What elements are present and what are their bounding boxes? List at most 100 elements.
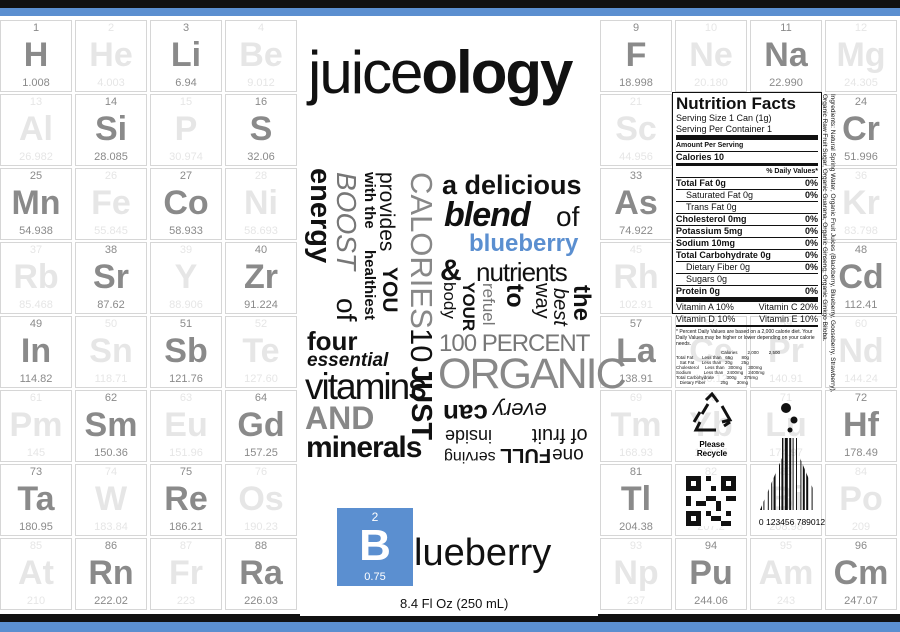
element-tile-mass: 157.25 (244, 447, 278, 459)
slogan-a-delicious: a delicious (442, 170, 582, 200)
element-tile-sym: Na (764, 36, 808, 74)
element-tile-mass: 226.03 (244, 595, 278, 607)
element-tile: 40 Zr 91.224 (225, 242, 297, 314)
element-tile-num: 81 (629, 466, 643, 478)
element-tile-num: 25 (29, 170, 43, 182)
element-tile-num: 52 (254, 318, 268, 330)
element-tile-num: 63 (179, 392, 193, 404)
element-tile: 60 Nd 144.24 (825, 316, 897, 388)
element-tile-sym: Ne (689, 36, 733, 74)
element-tile-num: 60 (854, 318, 868, 330)
element-tile-num: 16 (254, 96, 268, 108)
element-tile-num: 73 (29, 466, 43, 478)
element-tile-sym: Re (164, 480, 208, 518)
slogan-just: JUST (405, 366, 437, 441)
barcode-bar (806, 438, 809, 510)
element-tile-num: 36 (854, 170, 868, 182)
nutrition-title: Nutrition Facts (676, 94, 796, 113)
element-tile-sym: Mg (836, 36, 886, 74)
element-tile-num: 51 (179, 318, 193, 330)
daily-table-row: Total Carbohydrate 300g 375mg (676, 375, 758, 380)
element-tile-mass: 85.468 (19, 299, 53, 311)
element-tile: 86 Rn 222.02 (75, 538, 147, 610)
nutrient-row: Potassium 5mg 0% (676, 226, 818, 238)
element-tile: 49 In 114.82 (0, 316, 72, 388)
daily-table-row: Cholesterol Less than 300mg 300mg (676, 365, 763, 370)
element-tile: 88 Ra 226.03 (225, 538, 297, 610)
element-tile-num: 13 (29, 96, 43, 108)
element-tile-num: 3 (182, 22, 190, 34)
element-tile-num: 24 (854, 96, 868, 108)
element-tile-mass: 190.23 (244, 521, 278, 533)
element-tile-num: 9 (632, 22, 640, 34)
daily-table-row: Sat Fat Less than 20g 25g (676, 360, 749, 365)
nutrition-facts-panel: Nutrition Facts Serving Size 1 Can (1g) … (672, 92, 822, 385)
element-tile: 58 Ce 140.12 (675, 316, 747, 388)
element-tile: 69 Tm 168.93 (600, 390, 672, 462)
top-black-bar (0, 0, 900, 8)
nutrient-row: Trans Fat 0g (676, 202, 818, 214)
element-tile-num: 94 (704, 540, 718, 552)
vitamin-c: Vitamin C 20% (758, 302, 818, 312)
element-tile-num: 38 (104, 244, 118, 256)
element-tile-sym: Tl (620, 480, 652, 518)
slogan-inside: inside (445, 426, 493, 446)
barcode-bar (763, 438, 765, 510)
nutrient-row: Total Carbohydrate 0g 0% (676, 250, 818, 262)
element-tile-sym: Pm (9, 406, 63, 444)
slogan-organic: ORGANIC (438, 350, 627, 398)
element-tile-mass: 83.798 (844, 225, 878, 237)
slogan-four: four (307, 326, 358, 356)
element-tile-num: 85 (29, 540, 43, 552)
vitamin-d: Vitamin D 10% (676, 314, 736, 324)
nutrient-dv: 0% (804, 226, 818, 236)
element-tile-sym: Cr (842, 110, 880, 148)
element-tile: 84 Po 209 (825, 464, 897, 536)
element-tile: 51 Sb 121.76 (150, 316, 222, 388)
nutrient-label: Cholesterol 0mg (676, 214, 747, 224)
element-tile-mass: 150.36 (94, 447, 128, 459)
element-tile: 11 Na 22.990 (750, 20, 822, 92)
element-tile: 25 Mn 54.938 (0, 168, 72, 240)
element-tile-mass: 173.05 (694, 447, 728, 459)
element-tile-sym: Sb (164, 332, 208, 370)
nutrient-dv: 0% (804, 286, 818, 296)
slogan-of-vertical: of (331, 298, 362, 322)
bottom-blue-bar (0, 622, 900, 632)
element-tile-mass: 9.012 (247, 77, 275, 89)
element-tile-num: 57 (629, 318, 643, 330)
element-tile-num: 88 (254, 540, 268, 552)
slogan-the: the (568, 285, 595, 321)
element-tile: 15 P 30.974 (150, 94, 222, 166)
element-tile-sym: He (89, 36, 133, 74)
serving-size: Serving Size 1 Can (1g) (676, 113, 772, 123)
element-tile-sym: Be (239, 36, 283, 74)
element-tile-mass: 208.98 (769, 521, 803, 533)
element-tile-num: 82 (704, 466, 718, 478)
brand-logo-bold: ology (421, 39, 573, 106)
nutrient-row: Protein 0g 0% (676, 286, 818, 298)
slogan-best: best (549, 288, 571, 326)
element-tile: 4 Be 9.012 (225, 20, 297, 92)
element-tile-mass: 58.693 (244, 225, 278, 237)
element-tile-mass: 30.974 (169, 151, 203, 163)
element-tile-sym: Cm (833, 554, 889, 592)
element-tile-num: 28 (254, 170, 268, 182)
element-tile: 36 Kr 83.798 (825, 168, 897, 240)
element-tile-sym: Fr (169, 554, 203, 592)
element-tile-mass: 210 (26, 595, 46, 607)
element-tile-mass: 88.906 (169, 299, 203, 311)
element-tile-sym: S (249, 110, 273, 148)
slogan-of: of (556, 201, 580, 232)
element-tile: 70 Yb 173.05 (675, 390, 747, 462)
brand-logo: juiceology (308, 38, 573, 107)
element-tile-num: 26 (104, 170, 118, 182)
element-tile-mass: 87.62 (97, 299, 125, 311)
element-tile: 57 La 138.91 (600, 316, 672, 388)
qr-code-icon (686, 476, 736, 531)
slogan-100-percent: 100 PERCENT (439, 330, 590, 357)
element-tile-mass: 44.956 (619, 151, 653, 163)
element-tile-sym: P (174, 110, 198, 148)
barcode-bar (784, 438, 788, 510)
slogan-every: every (493, 398, 547, 423)
